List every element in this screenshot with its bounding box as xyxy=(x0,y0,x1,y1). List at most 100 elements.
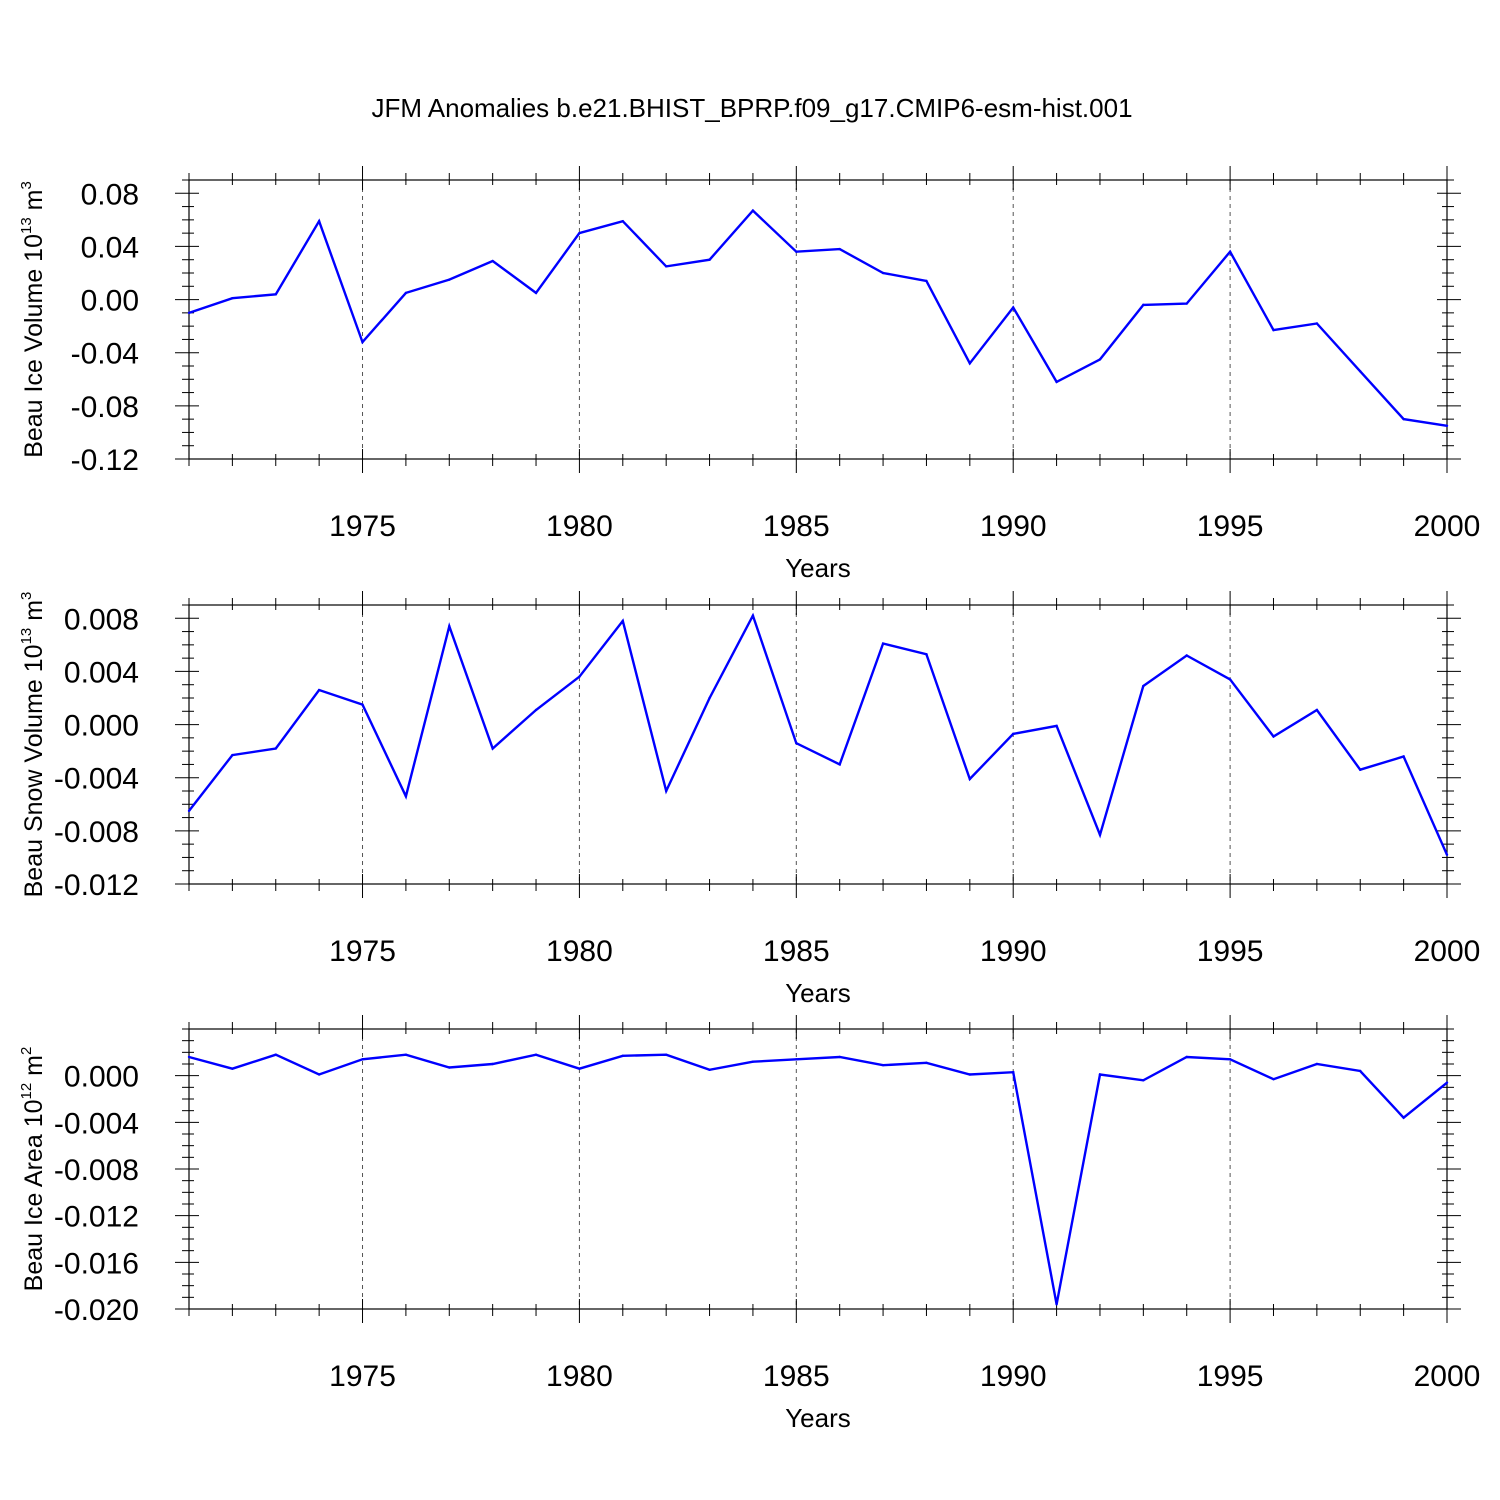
data-point xyxy=(578,231,581,235)
x-tick-label: 1995 xyxy=(1197,1360,1264,1393)
x-tick-label: 1995 xyxy=(1197,935,1264,968)
data-point xyxy=(1142,1079,1145,1082)
data-point xyxy=(1315,1062,1319,1066)
x-tick-label: 2000 xyxy=(1414,510,1481,543)
data-point xyxy=(491,259,494,263)
data-point xyxy=(317,688,321,692)
y-axis-title: Beau Ice Volume 1013 m3 xyxy=(18,181,48,458)
data-point xyxy=(1402,755,1405,758)
data-point xyxy=(1098,833,1102,837)
data-point xyxy=(664,789,668,793)
data-point xyxy=(1228,250,1232,253)
data-point xyxy=(317,219,321,223)
y-tick-label: -0.04 xyxy=(71,338,139,371)
x-tick-label: 1985 xyxy=(763,1360,830,1393)
data-point xyxy=(925,279,928,283)
data-point xyxy=(881,642,885,645)
data-point xyxy=(795,741,798,745)
data-point xyxy=(231,297,234,300)
data-point xyxy=(751,209,755,212)
x-tick-label: 1980 xyxy=(546,510,613,543)
y-tick-label: -0.12 xyxy=(71,444,139,477)
data-point xyxy=(187,809,191,813)
data-point xyxy=(1315,708,1319,712)
data-point xyxy=(795,250,798,253)
data-point xyxy=(1185,654,1188,657)
data-point xyxy=(1055,724,1058,728)
data-point xyxy=(404,795,408,798)
data-point xyxy=(317,1073,321,1076)
data-point xyxy=(1142,684,1145,688)
data-point xyxy=(448,1066,451,1069)
data-point xyxy=(1142,303,1145,307)
data-point xyxy=(925,652,928,656)
data-point xyxy=(708,258,711,261)
data-point xyxy=(1012,732,1015,736)
data-point xyxy=(621,1054,624,1058)
data-point xyxy=(1228,1058,1232,1061)
y-tick-label: -0.004 xyxy=(54,1107,139,1140)
series-line xyxy=(188,208,1448,427)
data-point xyxy=(968,1073,972,1076)
data-point xyxy=(1185,1055,1188,1059)
y-tick-label: -0.08 xyxy=(71,391,139,424)
x-axis-title: Years xyxy=(785,1403,851,1433)
data-point xyxy=(708,696,711,700)
data-point xyxy=(968,362,972,365)
data-point xyxy=(361,340,364,344)
data-point xyxy=(404,291,408,295)
data-point xyxy=(448,278,451,281)
data-point xyxy=(1098,1073,1102,1076)
data-point xyxy=(1359,370,1362,373)
data-point xyxy=(404,1053,408,1056)
y-axis-title: Beau Ice Area 1012 m2 xyxy=(18,1047,48,1292)
y-tick-label: 0.08 xyxy=(81,178,139,211)
data-point xyxy=(534,708,538,712)
panel-ice-volume: -0.12 -0.08 -0.04 0.00 0.04 0.08 1975 1980 1985 1… xyxy=(18,166,1480,583)
data-point xyxy=(1402,1116,1405,1119)
x-tick-label: 1985 xyxy=(763,510,830,543)
data-point xyxy=(1055,380,1058,384)
y-tick-label: 0.00 xyxy=(81,285,139,318)
data-point xyxy=(1272,1077,1275,1081)
data-point xyxy=(1185,302,1188,305)
y-tick-label: 0.008 xyxy=(64,603,139,636)
data-point xyxy=(838,763,841,766)
plot-frame xyxy=(188,1028,1448,1310)
data-point xyxy=(1359,768,1362,771)
panels: -0.12 -0.08 -0.04 0.00 0.04 0.08 1975 1980 1985 1… xyxy=(18,166,1480,1433)
data-point xyxy=(1359,1069,1362,1073)
data-point xyxy=(534,291,538,295)
panel-ice-area: -0.020 -0.016 -0.012 -0.008 -0.004 0.000 1975 1… xyxy=(18,1015,1480,1433)
data-point xyxy=(231,753,234,757)
data-point xyxy=(751,614,755,617)
data-point xyxy=(621,219,624,223)
data-point xyxy=(881,1063,885,1067)
data-point xyxy=(881,271,885,275)
data-point xyxy=(968,777,972,781)
data-point xyxy=(361,1058,364,1061)
y-tick-label: -0.012 xyxy=(54,1201,139,1234)
y-tick-label: 0.000 xyxy=(64,1061,139,1094)
data-point xyxy=(1272,735,1275,738)
data-point xyxy=(1228,678,1232,681)
data-point xyxy=(491,1062,494,1066)
data-point xyxy=(1012,306,1015,309)
data-point xyxy=(795,1058,798,1061)
data-point xyxy=(361,703,364,706)
data-point xyxy=(274,293,277,296)
plot-frame xyxy=(188,179,1448,460)
data-point xyxy=(708,1068,711,1072)
y-tick-label: -0.004 xyxy=(54,763,139,796)
x-tick-label: 1975 xyxy=(329,1360,396,1393)
data-point xyxy=(534,1053,538,1056)
panel-snow-volume: -0.012 -0.008 -0.004 0.000 0.004 0.008 1975 198… xyxy=(18,591,1480,1008)
data-point xyxy=(838,247,841,251)
x-tick-label: 1990 xyxy=(980,510,1047,543)
x-tick-label: 2000 xyxy=(1414,935,1481,968)
data-point xyxy=(1055,1303,1058,1306)
data-point xyxy=(621,619,624,623)
data-point xyxy=(274,1053,277,1056)
data-point xyxy=(1012,1070,1015,1074)
